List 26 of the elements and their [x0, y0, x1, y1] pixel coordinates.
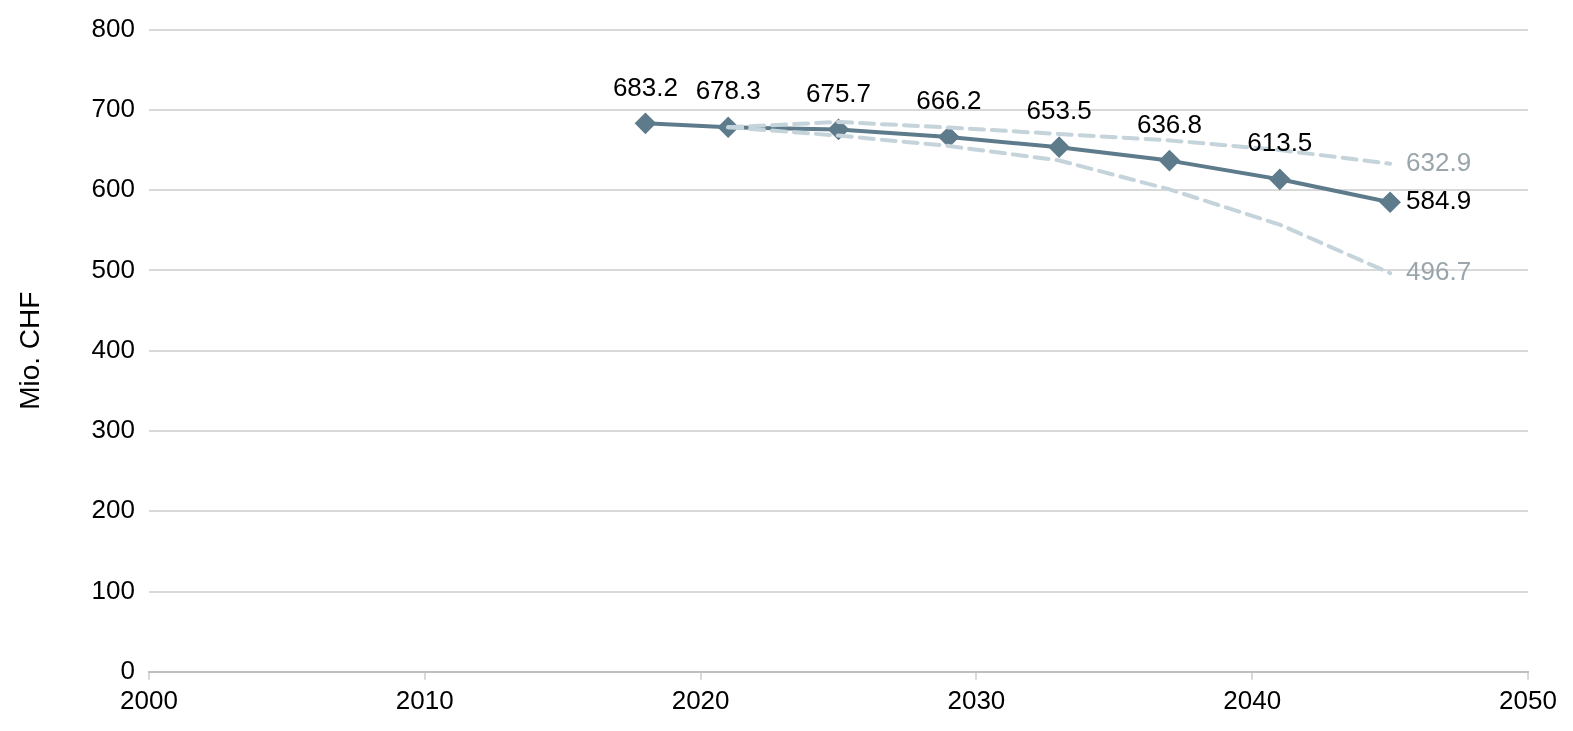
data-label: 636.8	[1136, 108, 1202, 139]
y-tick-label: 500	[91, 253, 135, 284]
x-tick-label: 2050	[1499, 684, 1557, 715]
x-tick-label: 2030	[947, 684, 1006, 715]
y-tick-label: 600	[91, 173, 135, 204]
x-tick-label: 2010	[395, 684, 454, 715]
y-tick-label: 100	[91, 574, 135, 605]
data-label: 496.7	[1406, 256, 1472, 287]
y-tick-label: 300	[91, 414, 135, 445]
y-tick-label: 800	[91, 12, 135, 43]
data-label: 683.2	[612, 71, 678, 102]
data-label: 613.5	[1247, 127, 1313, 158]
y-tick-label: 200	[91, 494, 135, 525]
data-label: 653.5	[1026, 95, 1092, 126]
y-axis-title: Mio. CHF	[13, 291, 45, 410]
y-tick-label: 700	[91, 93, 135, 124]
data-label: 584.9	[1406, 185, 1472, 216]
y-tick-label: 400	[91, 333, 135, 364]
x-tick-label: 2000	[120, 684, 178, 715]
x-tick-label: 2040	[1223, 684, 1282, 715]
data-label: 632.9	[1406, 146, 1472, 177]
y-tick-label: 0	[120, 654, 135, 685]
x-tick-label: 2020	[671, 684, 730, 715]
data-label: 666.2	[916, 85, 982, 116]
data-label: 675.7	[805, 77, 872, 108]
data-label: 678.3	[695, 75, 761, 106]
